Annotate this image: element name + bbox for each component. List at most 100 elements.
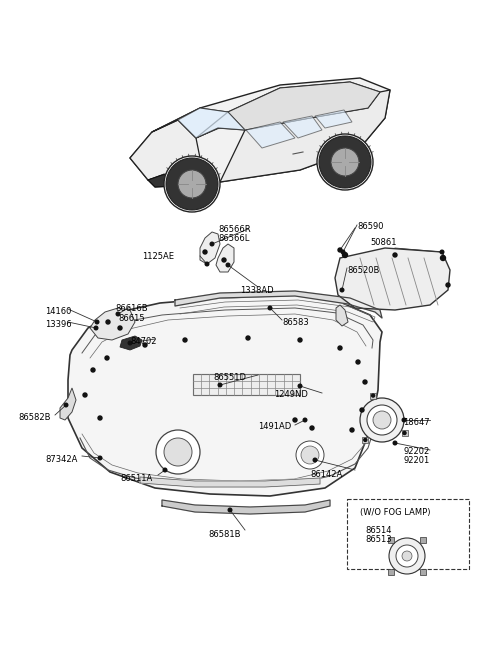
Circle shape [83, 393, 87, 397]
Polygon shape [68, 295, 382, 496]
Polygon shape [130, 78, 390, 182]
Text: 18647: 18647 [403, 418, 430, 427]
Circle shape [143, 343, 147, 347]
Circle shape [364, 438, 367, 441]
Circle shape [106, 320, 110, 324]
Polygon shape [148, 168, 188, 187]
Circle shape [367, 405, 397, 435]
Bar [420, 569, 426, 575]
Polygon shape [200, 232, 220, 264]
Circle shape [341, 250, 345, 254]
Circle shape [228, 508, 232, 512]
Circle shape [393, 441, 397, 445]
Bar [401, 430, 408, 436]
Bar [193, 374, 300, 395]
Circle shape [116, 312, 120, 316]
Circle shape [95, 320, 99, 324]
Bar [370, 392, 376, 399]
Circle shape [118, 326, 122, 330]
Bar [362, 437, 368, 443]
Text: 86520B: 86520B [347, 266, 379, 275]
Polygon shape [246, 122, 295, 148]
Circle shape [222, 258, 226, 262]
Text: 1125AE: 1125AE [142, 252, 174, 261]
Circle shape [340, 288, 344, 292]
Circle shape [64, 403, 68, 407]
Circle shape [105, 356, 109, 360]
Circle shape [303, 419, 307, 422]
Circle shape [402, 419, 406, 422]
Circle shape [350, 428, 354, 432]
Circle shape [91, 368, 95, 372]
Text: 92202: 92202 [403, 447, 429, 456]
Polygon shape [336, 305, 348, 326]
Polygon shape [216, 244, 234, 272]
Text: (W/O FOG LAMP): (W/O FOG LAMP) [360, 508, 431, 517]
Text: 86583: 86583 [282, 318, 309, 327]
Polygon shape [120, 336, 142, 350]
Polygon shape [130, 120, 200, 180]
Circle shape [310, 426, 314, 430]
Circle shape [396, 545, 418, 567]
Circle shape [313, 458, 317, 462]
Circle shape [360, 398, 404, 442]
Circle shape [296, 441, 324, 469]
Text: 1338AD: 1338AD [240, 286, 274, 295]
Polygon shape [228, 82, 380, 130]
Text: 50861: 50861 [370, 238, 396, 247]
Circle shape [402, 551, 412, 561]
Polygon shape [140, 477, 320, 487]
Text: 86615: 86615 [118, 314, 144, 323]
Circle shape [343, 253, 348, 258]
Circle shape [210, 242, 214, 246]
Polygon shape [335, 248, 450, 310]
FancyBboxPatch shape [347, 499, 469, 569]
Circle shape [203, 250, 207, 254]
Polygon shape [220, 90, 390, 182]
Circle shape [163, 468, 167, 472]
Circle shape [317, 134, 373, 190]
Circle shape [246, 336, 250, 340]
Polygon shape [60, 388, 76, 420]
Text: 86551D: 86551D [213, 373, 246, 382]
Polygon shape [152, 108, 228, 138]
Polygon shape [178, 108, 245, 138]
Text: 86616B: 86616B [115, 304, 148, 313]
Text: 84702: 84702 [130, 337, 156, 346]
Polygon shape [283, 116, 322, 138]
Polygon shape [315, 110, 352, 128]
Text: 86142A: 86142A [310, 470, 342, 479]
Circle shape [319, 136, 371, 188]
Text: 86566R: 86566R [218, 225, 251, 234]
Circle shape [393, 253, 397, 257]
Text: 86590: 86590 [357, 222, 384, 231]
Bar [388, 569, 395, 575]
Circle shape [298, 338, 302, 342]
Text: 86511A: 86511A [120, 474, 152, 483]
Circle shape [268, 306, 272, 310]
Circle shape [94, 326, 98, 330]
Text: 1491AD: 1491AD [258, 422, 291, 431]
Circle shape [301, 446, 319, 464]
Circle shape [446, 283, 450, 287]
Text: 86514: 86514 [365, 526, 392, 535]
Circle shape [338, 248, 342, 252]
Circle shape [226, 263, 230, 267]
Circle shape [164, 156, 220, 212]
Polygon shape [175, 291, 382, 318]
Polygon shape [90, 308, 135, 340]
Circle shape [218, 383, 222, 387]
Circle shape [298, 384, 302, 388]
Text: 87342A: 87342A [45, 455, 77, 464]
Polygon shape [162, 500, 330, 514]
Circle shape [205, 262, 209, 266]
Circle shape [178, 170, 206, 198]
Circle shape [338, 346, 342, 350]
Circle shape [363, 380, 367, 384]
Circle shape [403, 432, 406, 434]
Bar [388, 537, 395, 543]
Text: 86582B: 86582B [18, 413, 50, 422]
Text: 86581B: 86581B [208, 530, 240, 539]
Text: 86566L: 86566L [218, 234, 250, 243]
Circle shape [440, 250, 444, 254]
